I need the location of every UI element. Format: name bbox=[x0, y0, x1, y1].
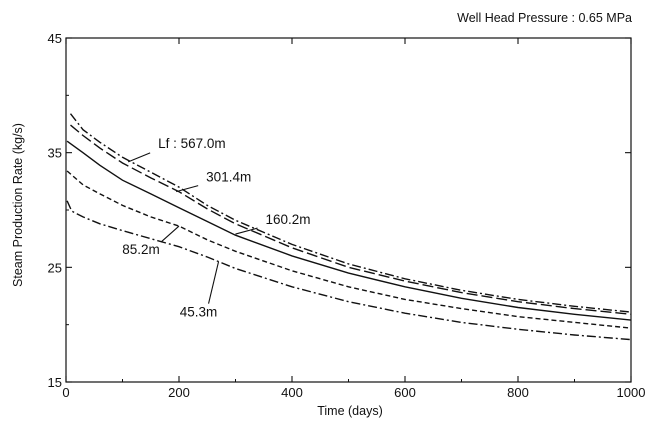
annotation-label: 160.2m bbox=[266, 212, 311, 227]
annotation-label: 301.4m bbox=[206, 170, 251, 185]
annotation-leader bbox=[127, 152, 151, 163]
series-line-45-3m bbox=[66, 200, 632, 341]
y-tick-label: 25 bbox=[48, 260, 62, 275]
annotation-leader bbox=[160, 225, 180, 243]
y-axis-title: Steam Production Rate (kg/s) bbox=[11, 123, 25, 287]
annotation-leader bbox=[235, 227, 258, 235]
series-layer bbox=[66, 113, 632, 341]
y-tick-label: 45 bbox=[48, 31, 62, 46]
x-tick-label: 400 bbox=[281, 385, 303, 400]
annotation-label: Lf : 567.0m bbox=[158, 136, 226, 151]
series-line-567-0m bbox=[69, 113, 632, 313]
annotation-leader bbox=[176, 185, 199, 193]
y-tick-label: 15 bbox=[48, 375, 62, 390]
series-line-160-2m bbox=[66, 140, 632, 321]
chart-title: Well Head Pressure : 0.65 MPa bbox=[457, 11, 632, 25]
y-tick-label: 35 bbox=[48, 146, 62, 161]
series-line-85-2m bbox=[66, 170, 632, 329]
x-axis-title: Time (days) bbox=[317, 404, 383, 418]
axes: 0 200 400 600 800 1000 15 25 35 45 bbox=[48, 31, 646, 400]
annotation-leader bbox=[208, 261, 220, 304]
plot-frame bbox=[65, 37, 632, 383]
x-tick-label: 800 bbox=[507, 385, 529, 400]
annotation-layer: Lf : 567.0m 301.4m 160.2m 85.2m 45.3m bbox=[122, 136, 310, 320]
x-tick-label: 200 bbox=[168, 385, 190, 400]
x-tick-label: 0 bbox=[62, 385, 69, 400]
series-line-301-4m bbox=[70, 124, 632, 315]
annotation-label: 45.3m bbox=[180, 305, 218, 320]
x-tick-label: 1000 bbox=[617, 385, 646, 400]
x-tick-label: 600 bbox=[394, 385, 416, 400]
annotation-label: 85.2m bbox=[122, 242, 160, 257]
